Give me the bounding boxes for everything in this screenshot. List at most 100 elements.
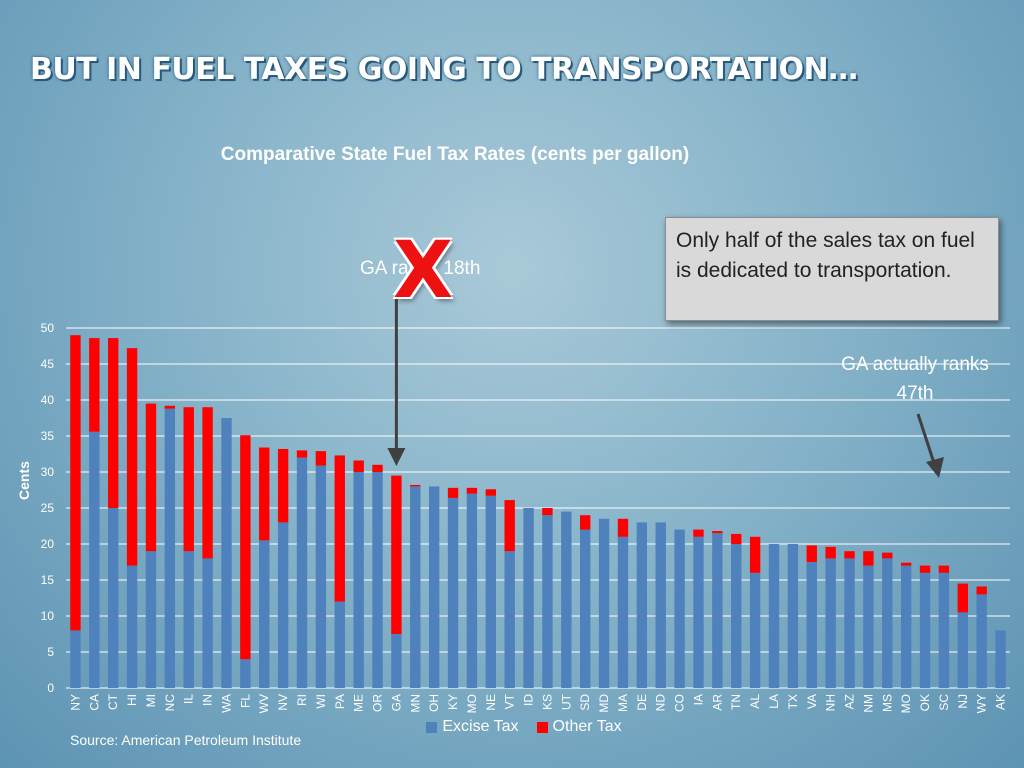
bar-excise-ny [70,630,81,688]
rank-arrow-shaft [916,413,936,464]
bar-other-sd [580,515,591,530]
bar-excise-nd [655,522,666,688]
x-tick-label: HI [125,694,139,706]
bar-excise-nh [825,558,836,688]
bar-other-ar [712,531,723,534]
y-tick-label: 45 [41,357,55,371]
bar-other-il [183,407,194,552]
bar-other-ri [296,450,308,458]
legend-label-excise: Excise Tax [442,718,519,735]
bar-other-ky [447,487,459,498]
x-tick-label: LA [767,694,781,709]
bar-excise-ne [485,495,496,688]
bar-excise-pa [334,601,345,688]
bar-other-ca [89,338,100,432]
bar-other-or [372,464,383,472]
x-tick-label: AL [748,694,762,709]
x-tick-label: KY [446,694,460,710]
x-mark-icon: X [393,226,454,316]
x-tick-label: OR [371,694,385,712]
bar-other-mi [145,403,157,552]
bar-excise-ms [882,558,893,688]
x-tick-label: MO [465,694,479,713]
bar-excise-nm [863,565,874,688]
bars [70,335,1006,688]
bar-other-ne [485,489,496,496]
x-tick-label: NH [824,694,838,711]
bar-excise-sc [938,572,950,688]
bar-other-ga [391,475,402,634]
bar-excise-il [183,551,194,688]
bar-excise-co [674,529,685,688]
bar-excise-de [636,522,648,688]
y-tick-label: 25 [41,501,55,515]
x-tick-label: MD [597,694,611,713]
x-tick-label: OK [918,694,932,711]
x-tick-label: NJ [956,694,970,709]
x-tick-label: IA [691,694,705,705]
bar-other-nc [164,405,176,409]
bar-excise-wy [976,594,987,688]
bar-excise-ak [995,630,1006,688]
y-axis-label: Cents [16,461,32,500]
x-tick-label: NY [68,694,82,711]
bar-excise-fl [240,659,251,688]
bar-excise-oh [428,486,440,688]
bar-other-fl [240,435,251,660]
rank-arrow-head [926,457,944,478]
ga-actual-rank-callout: GA actually ranks 47th [841,354,989,404]
x-tick-label: WI [314,694,328,709]
bar-other-ny [70,335,81,631]
x-tick-label: TN [729,694,743,710]
legend-item-other: Other Tax [536,718,622,736]
bar-excise-mi [145,551,157,688]
bar-excise-mn [410,486,421,688]
x-tick-label: ND [654,694,668,712]
bar-excise-ok [919,572,931,688]
legend-swatch-excise [426,721,438,733]
bar-other-hi [126,348,138,566]
bar-other-sc [938,565,950,573]
x-tick-label: IN [201,694,215,706]
y-tick-label: 5 [47,645,54,659]
bar-excise-nc [164,408,176,688]
x-tick-label: WY [975,694,989,713]
bar-other-mn [410,484,421,487]
x-tick-label: MO [899,694,913,713]
arrows [387,292,944,478]
x-tick-label: VT [503,693,517,709]
x-tick-label: MN [408,694,422,713]
bar-other-wv [259,447,270,541]
x-tick-label: CT [106,693,120,710]
bar-excise-md [598,518,610,688]
bar-excise-ia [693,536,704,688]
bar-other-nj [957,583,968,613]
x-tick-label: TX [786,694,800,709]
y-tick-label: 35 [41,429,55,443]
y-axis-ticks: 0 5 10 15 20 25 30 35 40 45 50 [41,321,55,695]
x-tick-label: NC [163,694,177,712]
bar-excise-al [749,572,761,688]
bar-other-me [353,460,364,472]
bar-other-pa [334,455,345,602]
bar-other-vt [504,500,515,552]
x-tick-label: AR [710,694,724,711]
y-tick-label: 15 [41,573,55,587]
x-tick-label: DE [635,694,649,711]
legend-label-other: Other Tax [552,718,622,735]
x-tick-label: MI [144,694,158,707]
bar-excise-hi [126,565,138,688]
source-note: Source: American Petroleum Institute [70,732,302,748]
y-tick-label: 50 [41,321,55,335]
bar-excise-va [806,562,817,688]
x-tick-label: ID [522,694,536,706]
x-tick-label: SD [578,694,592,711]
bar-excise-ar [712,533,723,688]
x-tick-label: IL [182,694,196,704]
bar-excise-wi [315,465,327,688]
bar-excise-nj [957,612,968,688]
bar-other-al [749,536,761,573]
chart-legend: Excise Tax Other Tax [0,718,1024,736]
bar-excise-wa [221,418,232,688]
